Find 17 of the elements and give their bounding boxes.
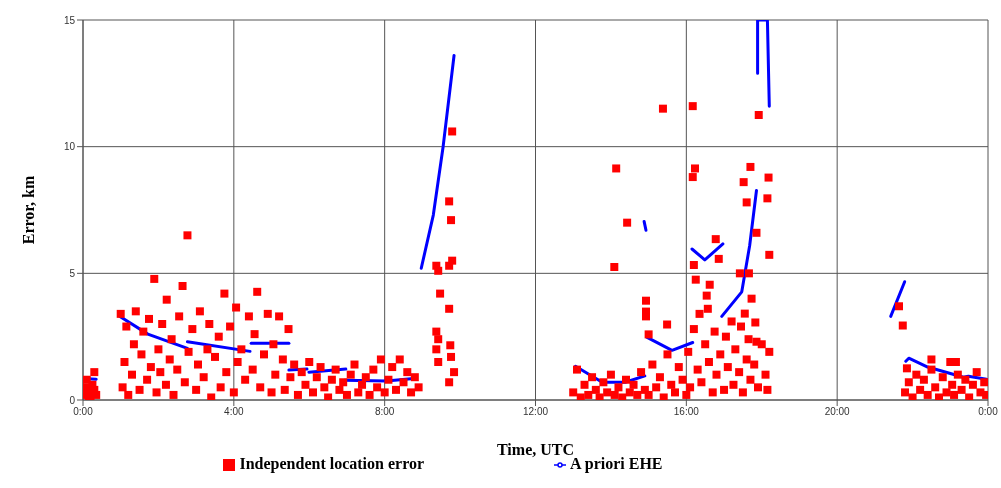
x-tick-label: 0:00 <box>73 406 94 418</box>
y-tick-label: 15 <box>63 14 76 26</box>
y-tick-label: 10 <box>63 141 76 153</box>
x-axis-title: Time, UTC <box>496 441 575 458</box>
legend-label: A priori EHE <box>570 455 663 472</box>
x-tick-label: 0:00 <box>978 406 999 418</box>
x-tick-label: 20:00 <box>824 406 851 418</box>
legend-label: Independent location error <box>239 455 425 472</box>
x-tick-label: 8:00 <box>374 406 395 418</box>
y-axis-title: Error, km <box>19 175 37 245</box>
x-tick-label: 4:00 <box>224 406 244 418</box>
x-tick-label: 12:00 <box>522 406 549 418</box>
x-tick-label: 16:00 <box>673 406 700 418</box>
y-tick-label: 5 <box>69 267 76 279</box>
line-series <box>419 53 456 270</box>
y-tick-label: 0 <box>69 394 76 406</box>
line-series <box>720 188 758 318</box>
